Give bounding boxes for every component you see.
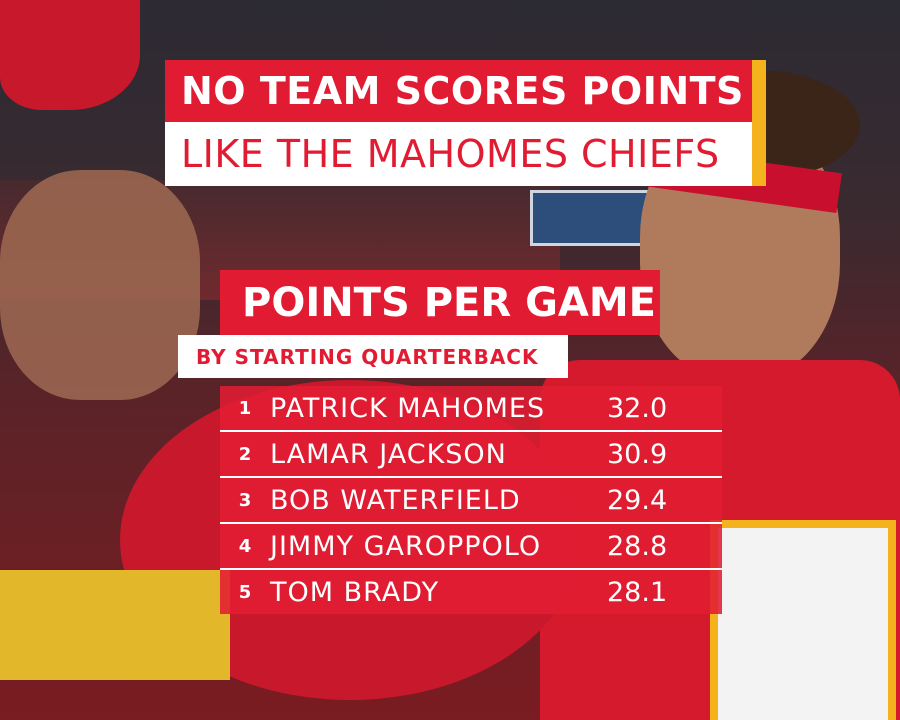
player-name: JIMMY GAROPPOLO bbox=[270, 530, 542, 562]
table-row: 2 LAMAR JACKSON 30.9 bbox=[220, 432, 722, 478]
points-per-game: 29.4 bbox=[607, 484, 668, 516]
player-name: PATRICK MAHOMES bbox=[270, 392, 546, 424]
panel-subtitle: BY STARTING QUARTERBACK bbox=[178, 335, 568, 378]
barrier bbox=[0, 570, 230, 680]
table-row: 1 PATRICK MAHOMES 32.0 bbox=[220, 386, 722, 432]
player-name: TOM BRADY bbox=[270, 576, 440, 608]
jersey-number bbox=[710, 520, 896, 720]
rank: 2 bbox=[238, 443, 252, 465]
ranking-table: 1 PATRICK MAHOMES 32.0 2 LAMAR JACKSON 30.9 3 B… bbox=[220, 386, 722, 614]
table-row: 5 TOM BRADY 28.1 bbox=[220, 570, 722, 614]
panel-title: POINTS PER GAME bbox=[220, 270, 660, 335]
rank: 4 bbox=[238, 535, 252, 557]
accent-bar bbox=[752, 60, 766, 186]
points-per-game: 28.8 bbox=[607, 530, 668, 562]
points-per-game: 30.9 bbox=[607, 438, 668, 470]
points-per-game: 28.1 bbox=[607, 576, 668, 608]
player-name: BOB WATERFIELD bbox=[270, 484, 521, 516]
table-row: 3 BOB WATERFIELD 29.4 bbox=[220, 478, 722, 524]
fan-cap bbox=[0, 0, 140, 110]
player-name: LAMAR JACKSON bbox=[270, 438, 507, 470]
rank: 3 bbox=[238, 489, 252, 511]
table-row: 4 JIMMY GAROPPOLO 28.8 bbox=[220, 524, 722, 570]
rank: 1 bbox=[238, 397, 252, 419]
rank: 5 bbox=[238, 581, 252, 603]
headline-line2: LIKE THE MAHOMES CHIEFS bbox=[165, 122, 752, 186]
headline-line1: NO TEAM SCORES POINTS bbox=[165, 60, 752, 122]
points-per-game: 32.0 bbox=[607, 392, 668, 424]
sign bbox=[530, 190, 656, 246]
fan-arm bbox=[0, 170, 200, 400]
